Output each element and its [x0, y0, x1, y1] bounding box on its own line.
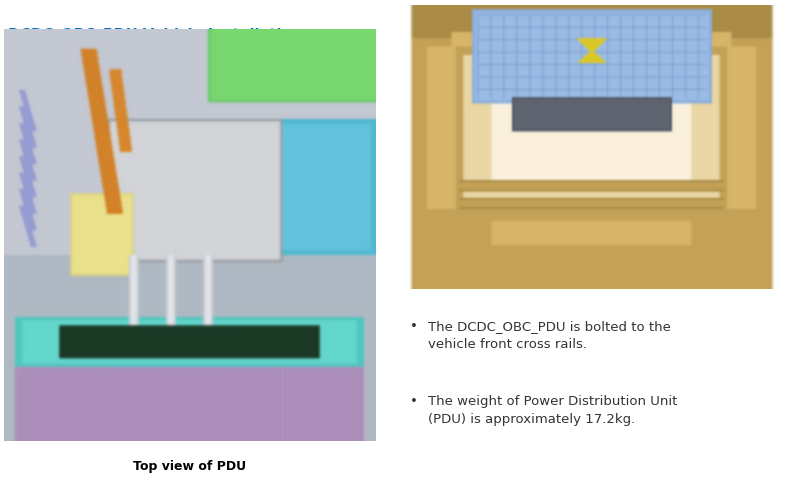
- Text: The DCDC_OBC_PDU is bolted to the
vehicle front cross rails.: The DCDC_OBC_PDU is bolted to the vehicl…: [428, 320, 671, 351]
- Text: •: •: [410, 320, 418, 333]
- Text: •: •: [410, 395, 418, 408]
- Text: Top view of PDU: Top view of PDU: [134, 460, 246, 473]
- Text: The weight of Power Distribution Unit
(PDU) is approximately 17.2kg.: The weight of Power Distribution Unit (P…: [428, 395, 678, 426]
- Text: DCDC_OBC_PDU Vehicle Installation: DCDC_OBC_PDU Vehicle Installation: [8, 28, 302, 44]
